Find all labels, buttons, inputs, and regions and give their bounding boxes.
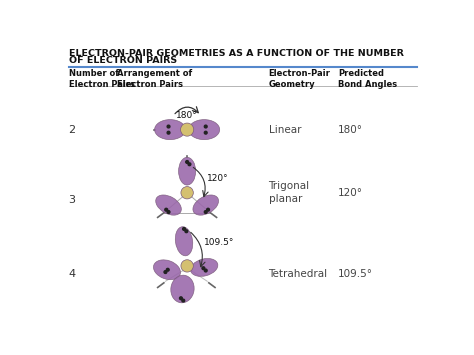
Text: Trigonal
planar: Trigonal planar xyxy=(268,181,310,204)
Circle shape xyxy=(164,271,167,273)
Ellipse shape xyxy=(191,258,218,277)
Text: 180°: 180° xyxy=(176,111,198,120)
Circle shape xyxy=(185,230,188,233)
Ellipse shape xyxy=(155,120,186,140)
Text: 4: 4 xyxy=(69,269,76,279)
Circle shape xyxy=(180,297,182,300)
Circle shape xyxy=(167,211,170,213)
Circle shape xyxy=(204,269,207,272)
Circle shape xyxy=(204,131,207,134)
Ellipse shape xyxy=(193,195,219,215)
Circle shape xyxy=(166,268,169,271)
Circle shape xyxy=(186,160,189,163)
Ellipse shape xyxy=(179,157,196,185)
Ellipse shape xyxy=(175,227,193,256)
Text: 2: 2 xyxy=(69,125,76,135)
Text: 120°: 120° xyxy=(207,174,228,184)
Circle shape xyxy=(202,267,205,269)
Text: 109.5°: 109.5° xyxy=(204,238,235,247)
Ellipse shape xyxy=(189,120,219,140)
Circle shape xyxy=(167,125,170,128)
Text: ELECTRON-PAIR GEOMETRIES AS A FUNCTION OF THE NUMBER: ELECTRON-PAIR GEOMETRIES AS A FUNCTION O… xyxy=(69,49,403,58)
Text: 120°: 120° xyxy=(338,188,363,198)
Text: 109.5°: 109.5° xyxy=(338,269,373,279)
Circle shape xyxy=(204,125,207,128)
Ellipse shape xyxy=(171,275,194,303)
Text: Electron-Pair
Geometry: Electron-Pair Geometry xyxy=(268,69,330,89)
Text: Arrangement of
Electron Pairs: Arrangement of Electron Pairs xyxy=(118,69,192,89)
Circle shape xyxy=(182,299,185,302)
Text: Linear: Linear xyxy=(268,125,301,135)
Circle shape xyxy=(204,211,207,213)
Text: Predicted
Bond Angles: Predicted Bond Angles xyxy=(338,69,397,89)
Circle shape xyxy=(207,208,210,211)
Ellipse shape xyxy=(154,260,181,280)
Text: Tetrahedral: Tetrahedral xyxy=(268,269,328,279)
Text: OF ELECTRON PAIRS: OF ELECTRON PAIRS xyxy=(69,56,177,65)
Ellipse shape xyxy=(181,260,193,272)
Text: Number of
Electron Pairs: Number of Electron Pairs xyxy=(69,69,135,89)
Text: 3: 3 xyxy=(69,196,75,206)
Circle shape xyxy=(188,163,191,166)
Ellipse shape xyxy=(156,195,182,215)
Text: 180°: 180° xyxy=(338,125,363,135)
Circle shape xyxy=(165,208,168,211)
Circle shape xyxy=(167,131,170,134)
Circle shape xyxy=(182,228,185,230)
Ellipse shape xyxy=(181,187,193,199)
Ellipse shape xyxy=(181,123,194,136)
